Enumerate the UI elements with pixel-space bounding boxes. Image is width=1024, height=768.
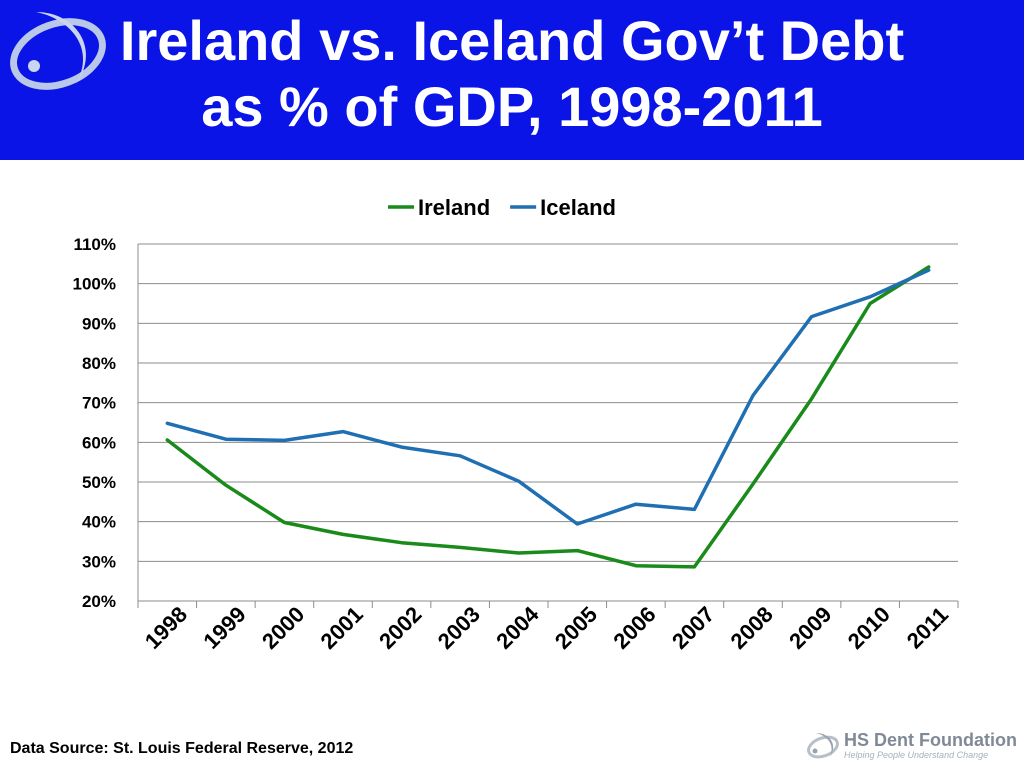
x-tick-label: 2010: [843, 602, 895, 654]
x-tick-label: 2000: [257, 602, 309, 654]
brand-name: HS Dent Foundation: [844, 730, 1017, 750]
x-tick-label: 2003: [433, 602, 485, 654]
y-tick-label: 90%: [82, 314, 116, 333]
foundation-logo-icon: [10, 12, 106, 90]
title-line-2: as % of GDP, 1998-2011: [201, 75, 823, 138]
brand-logo-icon: [807, 733, 839, 759]
chart-legend: Ireland Iceland: [388, 195, 616, 220]
slide-title: Ireland vs. Iceland Gov’t Debt as % of G…: [0, 8, 1024, 140]
legend-label-iceland: Iceland: [540, 195, 616, 220]
x-tick-label: 2002: [374, 602, 426, 654]
data-source-note: Data Source: St. Louis Federal Reserve, …: [10, 740, 354, 757]
y-tick-label: 60%: [82, 433, 116, 452]
title-banner: Ireland vs. Iceland Gov’t Debt as % of G…: [0, 0, 1024, 160]
y-tick-label: 70%: [82, 394, 116, 413]
x-tick-label: 2008: [726, 602, 778, 654]
legend-label-ireland: Ireland: [418, 195, 490, 220]
x-tick-label: 2006: [608, 602, 660, 654]
y-tick-label: 40%: [82, 513, 116, 532]
y-axis: 20% 30% 40% 50% 60% 70% 80% 90% 100% 110%: [73, 235, 139, 611]
title-line-1: Ireland vs. Iceland Gov’t Debt: [119, 9, 905, 72]
y-tick-label: 110%: [73, 235, 116, 254]
x-tick-label: 2007: [667, 602, 719, 654]
y-tick-label: 30%: [82, 552, 116, 571]
brand-footer: HS Dent Foundation Helping People Unders…: [806, 726, 1017, 766]
y-tick-label: 50%: [82, 473, 116, 492]
y-tick-label: 100%: [73, 275, 116, 294]
x-tick-label: 1999: [198, 602, 250, 654]
series-line-iceland: [165, 268, 931, 526]
x-axis: 1998 1999 2000 2001 2002 2003 2004 2005 2006 2007…: [137, 600, 959, 654]
x-tick-label: 1998: [140, 602, 192, 654]
chart-gridlines: [138, 243, 958, 602]
debt-line-chart: Ireland Iceland 20% 30% 40% 50% 60% 70% 80% 90% 1…: [73, 195, 959, 654]
x-tick-label: 2011: [902, 602, 953, 653]
x-tick-label: 2001: [316, 602, 368, 654]
series-line-ireland: [165, 265, 931, 569]
x-tick-label: 2005: [550, 602, 602, 654]
x-tick-label: 2009: [784, 602, 836, 654]
chart-series: [165, 265, 931, 569]
y-tick-label: 80%: [82, 354, 116, 373]
y-tick-label: 20%: [82, 592, 116, 611]
brand-tagline: Helping People Understand Change: [844, 750, 989, 760]
x-tick-label: 2004: [491, 601, 544, 654]
